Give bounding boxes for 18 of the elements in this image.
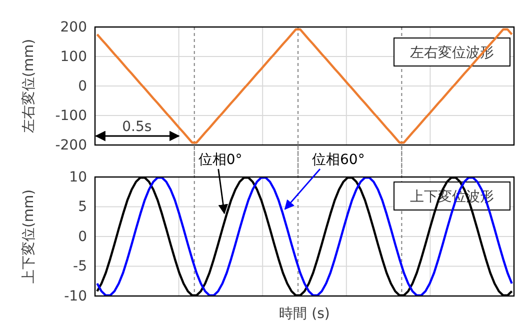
y-tick-label: 5 (78, 199, 87, 216)
annotation: 0.5s (122, 119, 152, 135)
y-tick-label: -5 (73, 258, 87, 275)
y-tick-label: -200 (55, 137, 87, 154)
y-tick-label: 10 (69, 169, 87, 186)
y-tick-label: 200 (60, 19, 87, 36)
line-series (96, 176, 513, 297)
series-label: 位相60° (312, 152, 365, 168)
y-tick-label: 0 (78, 78, 87, 94)
series-label: 位相0° (198, 152, 242, 168)
y-axis-title: 左右変位(mm) (21, 38, 37, 134)
y-axis-title: 上下変位(mm) (21, 189, 37, 284)
y-tick-label: -10 (64, 288, 87, 304)
y-tick-label: 0 (78, 228, 87, 245)
x-axis-title: 時間 (s) (279, 306, 330, 322)
line-series (96, 28, 513, 144)
y-tick-label: 100 (60, 48, 87, 65)
y-tick-label: -100 (55, 108, 87, 124)
